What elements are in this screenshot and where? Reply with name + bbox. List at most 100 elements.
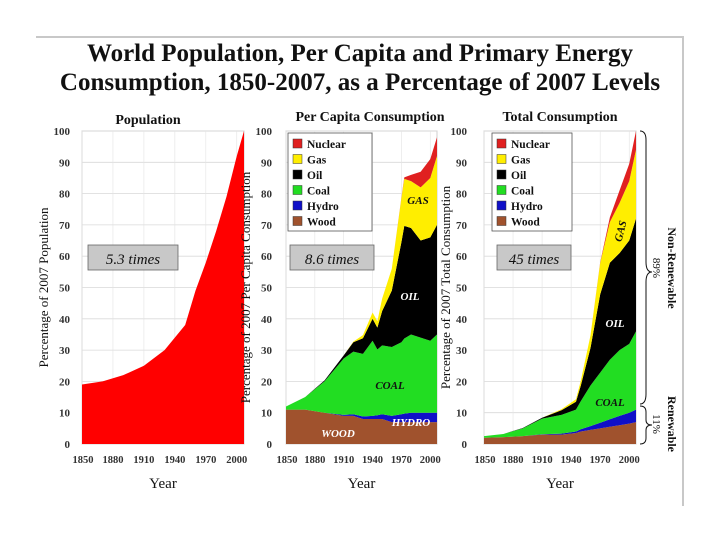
x-tick-label: 1850 [73,455,94,466]
area-label-wood: WOOD [321,428,355,440]
area-coal [484,331,636,438]
legend-swatch-gas [292,154,303,164]
y-tick-label: 20 [59,376,71,388]
x-tick-label: 1940 [561,455,582,466]
legend-swatch-oil [496,169,507,180]
title-line-2: Consumption, 1850-2007, as a Percentage … [59,69,661,96]
y-tick-label: 30 [59,345,71,357]
x-tick-label: 1880 [304,455,325,466]
panel-title: Total Consumption [502,110,617,125]
y-tick-label: 30 [456,345,468,357]
y-tick-label: 90 [456,157,468,169]
y-tick-label: 10 [59,408,71,420]
x-tick-label: 1910 [532,455,553,466]
y-tick-label: 50 [59,283,71,295]
title-line-1: World Population, Per Capita and Primary… [86,40,634,67]
area-population [82,131,244,444]
area-hydro [484,409,636,438]
x-tick-label: 1850 [277,455,298,466]
legend-swatch-gas [496,154,507,164]
growth-annotation-box [496,244,572,271]
area-wood [484,422,636,444]
nonrenewable-percent: 89% [650,258,662,278]
area-coal [286,334,437,417]
legend-label-gas: Gas [511,155,531,167]
x-tick-label: 1940 [362,455,383,466]
y-tick-label: 80 [59,189,71,201]
legend-label-gas: Gas [307,155,327,167]
legend-swatch-oil [292,169,303,180]
y-tick-label: 100 [256,126,273,138]
y-tick-label: 30 [261,345,273,357]
y-tick-label: 100 [451,126,468,138]
x-tick-label: 2000 [619,455,640,466]
x-tick-label: 1880 [503,455,524,466]
y-tick-label: 40 [456,314,468,326]
x-axis-label: Year [348,476,376,492]
y-tick-label: 40 [261,314,273,326]
x-axis-label: Year [149,476,177,492]
y-tick-label: 0 [65,439,71,451]
y-axis-label: Percentage of 2007 Population [36,207,51,367]
legend-swatch-wood [292,216,303,226]
x-tick-label: 1850 [475,455,496,466]
area-label-coal: COAL [595,397,625,409]
chart-panel-2: 0 10 20 30 40 50 60 70 80 90 100 1850 1880 1910 1940 19… [238,110,445,492]
x-tick-label: 1970 [391,455,412,466]
area-hydro [286,409,437,423]
y-tick-label: 50 [456,283,468,295]
y-tick-label: 90 [261,157,273,169]
legend-box [491,132,573,232]
y-tick-label: 60 [59,251,71,263]
legend-label-coal: Coal [511,186,534,198]
y-tick-label: 20 [456,376,468,388]
legend-label-oil: Oil [511,170,526,182]
chart-panel-1: 0 10 20 30 40 50 60 70 80 90 100 1850 1880 1910 1940 19… [36,113,247,492]
y-tick-label: 60 [261,251,273,263]
legend-swatch-nuclear [496,138,507,149]
growth-annotation: 45 times [509,252,560,268]
x-tick-label: 2000 [420,455,441,466]
legend-box [287,132,373,232]
y-tick-label: 70 [261,220,273,232]
area-label-gas: GAS [407,195,428,207]
panel-title: Per Capita Consumption [295,110,444,125]
renewable-percent: 11% [650,414,662,434]
y-tick-label: 20 [261,376,273,388]
y-tick-label: 0 [267,439,273,451]
x-axis-label: Year [546,476,574,492]
x-tick-label: 1940 [164,455,185,466]
legend-swatch-hydro [292,200,303,211]
growth-annotation: 8.6 times [305,252,359,268]
y-tick-label: 80 [261,189,273,201]
x-tick-label: 1880 [102,455,123,466]
y-tick-label: 90 [59,157,71,169]
x-tick-label: 1910 [333,455,354,466]
legend-swatch-coal [496,185,507,195]
area-label-coal: COAL [375,380,405,392]
legend-label-hydro: Hydro [307,201,339,213]
area-wood [286,409,437,444]
area-gas [286,156,437,407]
legend-label-oil: Oil [307,170,322,182]
legend-label-nuclear: Nuclear [511,139,550,151]
y-axis-label: Percentage of 2007 Total Consumption [438,185,453,389]
y-tick-label: 10 [261,408,273,420]
area-label-hydro: HYDRO [391,417,431,429]
area-label-gas: GAS [613,219,630,243]
x-tick-label: 1910 [133,455,154,466]
area-oil [484,218,636,437]
bracket-renewable [639,405,653,445]
y-tick-label: 70 [456,220,468,232]
y-tick-label: 10 [456,408,468,420]
chart-panel-3: 0 10 20 30 40 50 60 70 80 90 100 1850 1880 1910 1940 19… [438,110,679,492]
nonrenewable-label: Non-Renewable [665,227,679,309]
x-tick-label: 1970 [195,455,216,466]
growth-annotation-box [289,244,375,271]
growth-annotation: 5.3 times [106,252,160,268]
slide-frame [36,36,684,506]
x-tick-label: 1970 [590,455,611,466]
area-oil [286,224,437,407]
